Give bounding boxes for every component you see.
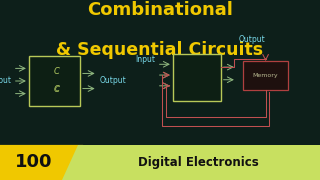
Polygon shape <box>62 145 320 180</box>
Text: Output: Output <box>99 76 126 86</box>
FancyBboxPatch shape <box>173 54 221 101</box>
Text: C: C <box>54 67 60 76</box>
Text: Output: Output <box>238 35 265 44</box>
Text: Memory: Memory <box>253 73 278 78</box>
Polygon shape <box>0 145 83 180</box>
Text: Input: Input <box>135 55 155 64</box>
FancyBboxPatch shape <box>29 56 80 106</box>
Text: & Sequential Circuits: & Sequential Circuits <box>56 41 264 59</box>
Text: C: C <box>54 86 60 92</box>
Text: 100: 100 <box>15 153 52 171</box>
Text: Digital Electronics: Digital Electronics <box>138 156 259 169</box>
Text: Combinational: Combinational <box>87 1 233 19</box>
Text: Input: Input <box>0 76 11 86</box>
Text: C: C <box>54 85 60 94</box>
FancyBboxPatch shape <box>243 61 288 90</box>
